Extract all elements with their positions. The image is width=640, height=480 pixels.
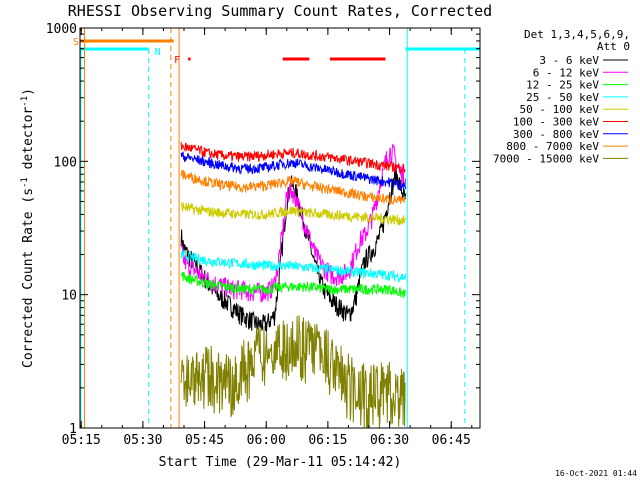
series-line-3 (180, 249, 407, 283)
x-tick-label-4: 06:15 (308, 433, 347, 448)
flare-flag-label: F (174, 55, 180, 66)
series-line-0 (180, 165, 407, 332)
x-tick-label-5: 06:30 (370, 433, 409, 448)
legend-label-5: 100 - 300 keV (513, 116, 599, 129)
x-tick-label-6: 06:45 (432, 433, 471, 448)
y-axis-label-sup2: -1 (20, 96, 30, 107)
x-axis-label: Start Time (29-Mar-11 05:14:42) (159, 455, 402, 470)
legend-label-2: 12 - 25 keV (526, 79, 599, 92)
legend-label-4: 50 - 100 keV (520, 103, 600, 116)
y-tick-label-1: 10 (61, 289, 77, 304)
legend-header-1: Det 1,3,4,5,6,9, (524, 28, 630, 41)
y-tick-label-2: 100 (54, 155, 77, 170)
footer-date: 16-Oct-2021 01:44 (555, 469, 637, 478)
legend-label-6: 300 - 800 keV (513, 128, 599, 141)
y-tick-label-0: 1 (69, 422, 77, 437)
legend-label-3: 25 - 50 keV (526, 91, 599, 104)
legend-label-1: 6 - 12 keV (533, 66, 600, 79)
y-axis-label-sup1: -1 (20, 177, 30, 188)
series-line-8 (180, 315, 406, 429)
series-line-7 (180, 169, 407, 206)
y-tick-label-3: 1000 (46, 22, 77, 37)
x-tick-label-0: 05:15 (62, 433, 101, 448)
legend-label-8: 7000 - 15000 keV (493, 152, 599, 165)
series-line-5 (180, 141, 406, 175)
series-line-2 (180, 272, 407, 299)
night-flag-label: N (155, 47, 161, 58)
x-tick-label-1: 05:30 (123, 433, 162, 448)
series-line-6 (180, 151, 407, 191)
plot-frame (79, 27, 481, 429)
legend-label-7: 800 - 7000 keV (506, 140, 599, 153)
saa-flag-label: S (73, 37, 79, 48)
chart-title: RHESSI Observing Summary Count Rates, Co… (68, 2, 492, 20)
legend-header-2: Att 0 (597, 40, 630, 53)
axis-layer: 05:15 05:30 05:45 06:00 06:15 06:30 06:45 1 10 10… (46, 22, 480, 448)
y-axis-label-mid: detector (21, 107, 36, 178)
y-axis-label-main: Corrected Count Rate (s (21, 188, 36, 368)
series-layer (180, 141, 407, 429)
x-tick-label-3: 06:00 (247, 433, 286, 448)
x-tick-label-2: 05:45 (185, 433, 224, 448)
series-line-4 (180, 201, 407, 226)
legend-label-0: 3 - 6 keV (539, 54, 599, 67)
y-axis-label: Corrected Count Rate (s-1 detector-1) (20, 88, 36, 368)
y-axis-label-end: ) (21, 88, 36, 96)
